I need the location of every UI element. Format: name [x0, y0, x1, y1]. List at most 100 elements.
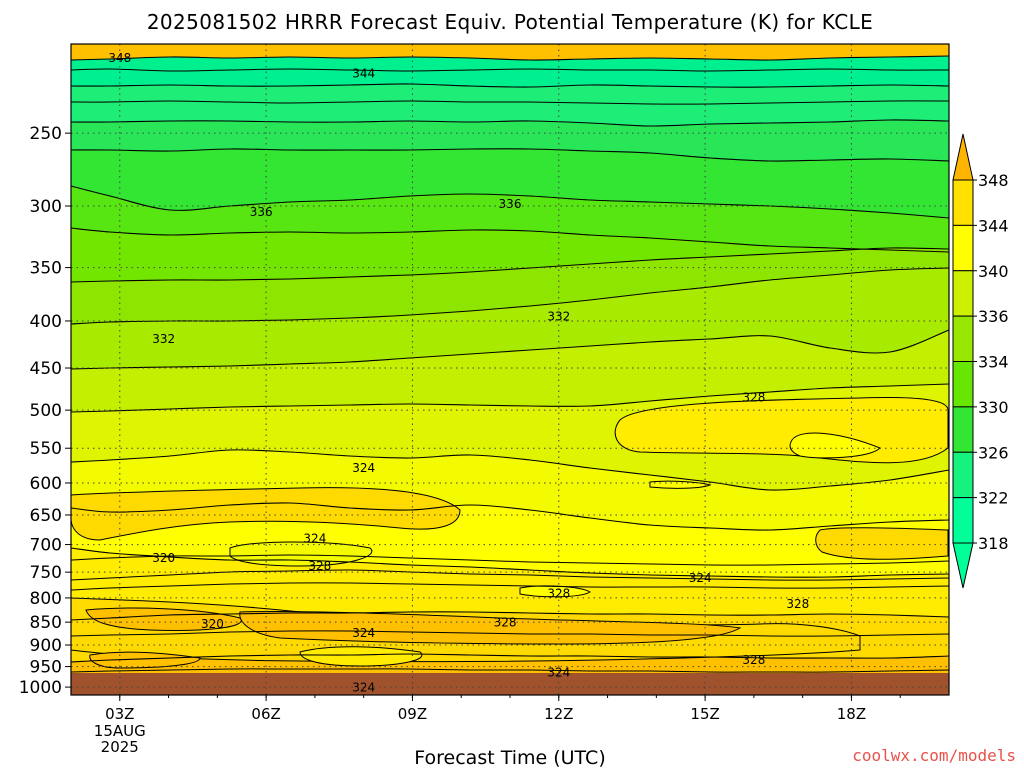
y-tick-label: 650	[30, 506, 62, 526]
contour-label: 328	[494, 616, 517, 630]
contour-label: 332	[152, 332, 175, 346]
colorbar-swatch	[952, 361, 974, 408]
x-tick-sublabel: 2025	[101, 738, 139, 756]
colorbar-bottom-arrow	[952, 542, 974, 589]
contour-line	[71, 100, 949, 105]
y-tick-label: 350	[30, 259, 62, 279]
contour-pocket	[789, 432, 881, 459]
x-axis-label: Forecast Time (UTC)	[414, 747, 605, 768]
contour-line	[71, 547, 949, 578]
contour-pocket	[71, 487, 461, 541]
contour-label: 324	[303, 532, 326, 546]
colorbar-label: 348	[978, 171, 1009, 190]
colorbar-label: 336	[978, 307, 1009, 326]
contour-fill-bands	[71, 56, 949, 695]
colorbar-label: 322	[978, 489, 1009, 508]
contour-label: 320	[201, 617, 224, 631]
contour-pocket	[89, 651, 201, 669]
x-tick-label: 09Z	[398, 705, 427, 723]
contour-label: 348	[108, 51, 131, 65]
contour-label: 332	[547, 309, 570, 323]
contour-line	[71, 383, 949, 413]
contour-label: 328	[547, 586, 570, 600]
contour-line	[71, 582, 949, 591]
y-tick-label: 900	[30, 636, 62, 656]
colorbar-label: 334	[978, 353, 1009, 372]
contour-pocket	[85, 607, 242, 631]
y-axis: 250 300 350 400 450 500 550 600 650 700 750 800 850 9…	[19, 124, 71, 698]
contour-label: 328	[742, 391, 765, 405]
colorbar-swatch	[952, 179, 974, 226]
ground-layer	[71, 673, 949, 695]
plot-area: 348 344 336 336 332 332 328 324 324 320 328 324 328 3…	[71, 44, 949, 695]
contour-pocket	[614, 397, 949, 464]
contour-label: 324	[352, 461, 375, 475]
contour-line	[71, 502, 949, 531]
contour-line	[71, 329, 949, 370]
colorbar-label: 344	[978, 216, 1009, 235]
colorbar-label: 326	[978, 443, 1009, 462]
y-tick-label: 450	[30, 359, 62, 379]
contour-label: 328	[308, 559, 331, 573]
colorbar-label: 340	[978, 262, 1009, 281]
x-tick-label: 06Z	[251, 705, 280, 723]
colorbar-swatch	[952, 451, 974, 499]
contour-label: 336	[499, 197, 522, 211]
grid-lines	[71, 44, 949, 695]
x-tick-label: 18Z	[837, 705, 866, 723]
contour-line	[71, 119, 949, 127]
y-tick-label: 400	[30, 312, 62, 332]
contour-label: 324	[547, 666, 570, 680]
contour-line	[71, 185, 949, 219]
x-tick-label: 15Z	[690, 705, 719, 723]
contour-pocket	[299, 646, 423, 667]
y-tick-label: 800	[30, 589, 62, 609]
colorbar-swatch	[952, 270, 974, 317]
contour-pocket	[239, 610, 742, 645]
y-tick-label: 700	[30, 536, 62, 556]
contour-label: 344	[352, 66, 375, 80]
contour-fill-pockets	[71, 397, 949, 669]
x-tick-label: 03Z	[105, 705, 134, 723]
contour-line	[71, 630, 949, 637]
contour-line	[71, 83, 949, 88]
colorbar-label: 330	[978, 398, 1009, 417]
contour-line	[71, 267, 949, 325]
contour-label: 324	[352, 626, 375, 640]
contour-line	[71, 653, 949, 663]
y-tick-label: 600	[30, 474, 62, 494]
contour-label: 324	[352, 681, 375, 695]
y-tick-label: 500	[30, 401, 62, 421]
contour-labels: 348 344 336 336 332 332 328 324 324 320 328 324 328 3…	[108, 51, 809, 695]
colorbar-top-arrow	[952, 133, 974, 181]
y-tick-label: 750	[30, 563, 62, 583]
contour-line	[71, 68, 949, 72]
colorbar-swatch	[952, 406, 974, 453]
y-tick-label: 850	[30, 613, 62, 633]
contour-line	[71, 569, 949, 581]
contour-label: 320	[152, 551, 175, 565]
y-tick-label: 1000	[19, 678, 62, 698]
contour-label: 324	[689, 571, 712, 585]
colorbar: 348 344 340 336 334 330 326 322 318	[952, 133, 1009, 589]
colorbar-swatch	[952, 315, 974, 362]
contour-line	[71, 611, 949, 621]
contour-line	[71, 554, 949, 566]
contour-pocket	[815, 527, 949, 560]
y-tick-label: 550	[30, 439, 62, 459]
contour-label: 328	[786, 597, 809, 611]
y-tick-label: 950	[30, 658, 62, 678]
colorbar-swatch	[952, 224, 974, 272]
contour-line	[71, 55, 949, 61]
colorbar-label: 318	[978, 534, 1009, 553]
x-tick-label: 12Z	[544, 705, 573, 723]
contour-line	[71, 148, 949, 162]
contour-label: 328	[742, 653, 765, 667]
credit-label: coolwx.com/models	[852, 746, 1016, 765]
chart-title: 2025081502 HRRR Forecast Equiv. Potentia…	[147, 10, 873, 34]
colorbar-swatch	[952, 497, 974, 544]
contour-line	[71, 247, 949, 283]
contour-line	[71, 668, 949, 673]
